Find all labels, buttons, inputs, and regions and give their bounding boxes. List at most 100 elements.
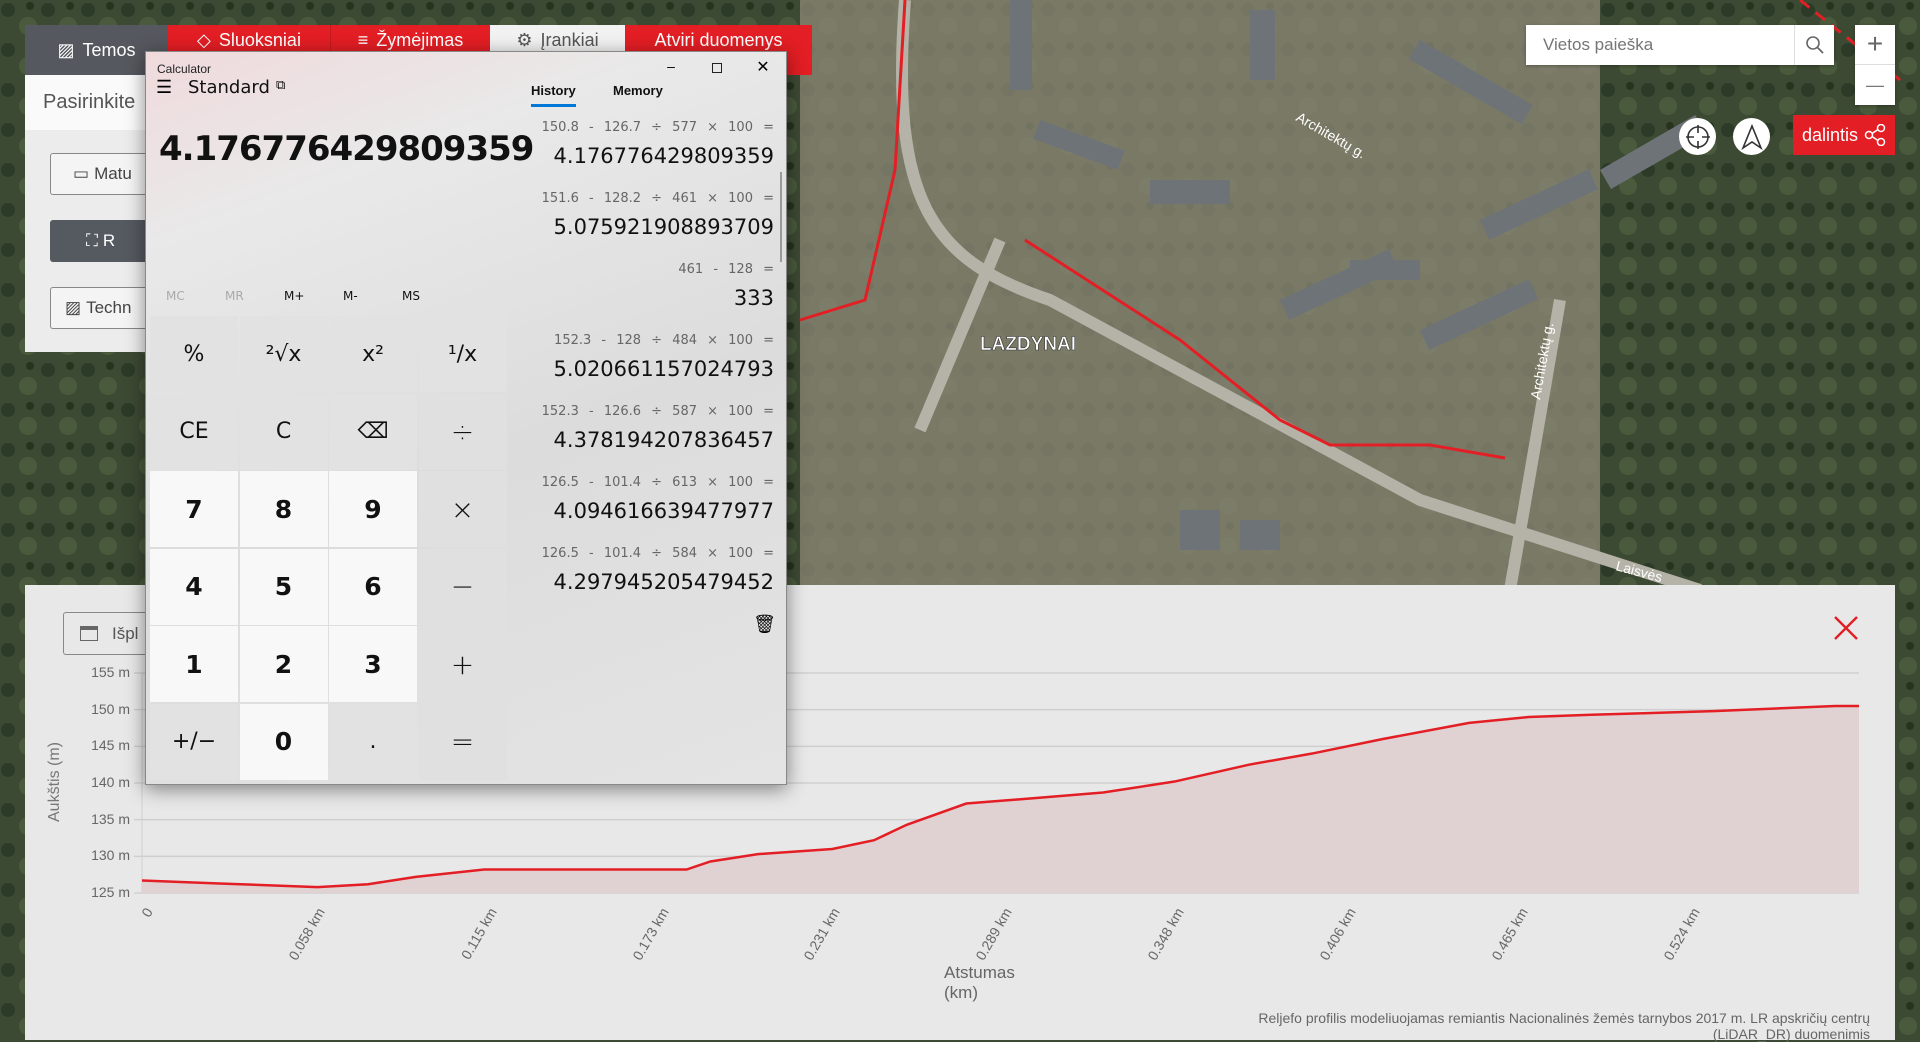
y-tick-label: 145 m	[91, 737, 130, 754]
tab-label: Žymėjimas	[376, 30, 464, 50]
keep-on-top-button[interactable]: ⧉	[276, 77, 285, 93]
clear-history-button[interactable]: 🗑	[753, 614, 776, 635]
technical-button[interactable]: ▨ Techn	[50, 287, 145, 329]
measure-button[interactable]: ▭ Matu	[50, 153, 145, 195]
boundary-line	[799, 0, 907, 322]
zoom-out-button[interactable]: —	[1866, 75, 1884, 95]
key-4-0[interactable]: 1	[150, 626, 238, 702]
zoom-control: + —	[1855, 25, 1895, 105]
tools-panel: Pasirinkite ▭ Matu ⛶ R ▨ Techn	[25, 75, 145, 352]
memory-button-mc[interactable]: MC	[166, 289, 185, 303]
expand-label: Išpl	[112, 623, 139, 643]
share-button[interactable]: dalintis	[1793, 115, 1895, 155]
keep-on-top-icon: ⧉	[276, 77, 286, 92]
y-tick-label: 150 m	[91, 700, 130, 717]
menu-button[interactable]: ☰	[156, 77, 172, 98]
key-3-1[interactable]: 5	[239, 548, 328, 625]
memory-button-mminus[interactable]: M-	[343, 289, 358, 303]
key-2-3[interactable]: ×	[418, 471, 507, 547]
crosshair-icon	[1685, 124, 1710, 149]
history-item[interactable]: 151.6 - 128.2 ÷ 461 × 100 = 5.07592190889…	[542, 191, 774, 239]
history-item[interactable]: 152.3 - 126.6 ÷ 587 × 100 = 4.37819420783…	[542, 404, 774, 452]
history-item[interactable]: 150.8 - 126.7 ÷ 577 × 100 = 4.17677642980…	[542, 120, 774, 168]
memory-button-mr[interactable]: MR	[225, 289, 244, 303]
history-expression: 126.5 - 101.4 ÷ 613 × 100 =	[541, 475, 774, 490]
key-1-0[interactable]: CE	[150, 393, 238, 470]
key-5-1[interactable]: 0	[239, 703, 328, 780]
zoom-in-button[interactable]: +	[1855, 25, 1895, 65]
search-input[interactable]	[1526, 25, 1794, 65]
key-2-1[interactable]: 8	[239, 471, 328, 547]
key-0-2[interactable]: x²	[329, 316, 417, 392]
history-scrollbar[interactable]	[780, 172, 782, 262]
key-4-3[interactable]: +	[418, 626, 507, 702]
history-item[interactable]: 126.5 - 101.4 ÷ 584 × 100 = 4.29794520547…	[542, 546, 774, 594]
key-1-2[interactable]: ⌫	[329, 393, 417, 470]
maximize-button[interactable]	[694, 52, 740, 84]
tab-history[interactable]: History	[531, 83, 576, 107]
search-button[interactable]	[1794, 25, 1834, 65]
main-nav: ▨ Temos ◇ Sluoksniai ≡ Žymėjimas ⚙ Įrankiai …	[25, 25, 812, 75]
expand-button[interactable]: Išpl	[63, 612, 145, 655]
history-expression: 461 - 128 =	[678, 262, 774, 277]
memory-button-ms[interactable]: MS	[402, 289, 420, 303]
key-3-0[interactable]: 4	[150, 548, 238, 625]
close-profile-button[interactable]	[1833, 615, 1859, 641]
y-tick-label: 135 m	[91, 810, 130, 827]
close-button[interactable]: ✕	[756, 59, 770, 76]
history-item[interactable]: 152.3 - 128 ÷ 484 × 100 = 5.0206611570247…	[554, 333, 774, 381]
hamburger-icon: ☰	[156, 77, 173, 97]
history-result: 4.378194207836457	[553, 428, 774, 452]
memory-button-mplus[interactable]: M+	[284, 289, 305, 303]
y-tick-label: 125 m	[91, 884, 130, 900]
button-label: R	[102, 231, 116, 250]
history-item[interactable]: 126.5 - 101.4 ÷ 613 × 100 = 4.09461663947…	[542, 475, 774, 523]
data-source-footnote: Reljefo profilis modeliuojamas remiantis…	[1258, 1010, 1870, 1042]
y-tick-label: 155 m	[91, 664, 130, 680]
key-2-0[interactable]: 7	[150, 471, 238, 547]
key-1-3[interactable]: ÷	[418, 393, 507, 470]
profile-chart-icon: ⛶	[86, 231, 98, 250]
key-4-2[interactable]: 3	[329, 626, 417, 702]
history-result: 4.297945205479452	[553, 570, 774, 594]
search-icon	[1805, 36, 1824, 54]
buildings	[1010, 0, 1707, 550]
locate-button[interactable]	[1679, 118, 1716, 155]
ruler-icon: ▭	[73, 164, 90, 183]
tab-label: Sluoksniai	[218, 30, 301, 50]
route-line	[1024, 238, 1506, 460]
location-search	[1526, 25, 1834, 65]
key-0-1[interactable]: ²√x	[239, 316, 328, 392]
history-result: 333	[733, 286, 774, 310]
profile-button[interactable]: ⛶ R	[50, 220, 145, 262]
tab-label: Temos	[82, 40, 136, 60]
maximize-icon	[712, 63, 722, 73]
navigation-arrow-icon	[1740, 123, 1763, 150]
key-5-2[interactable]: .	[329, 703, 417, 780]
share-icon	[1864, 124, 1886, 146]
minimize-button[interactable]: –	[667, 58, 675, 74]
history-expression: 152.3 - 128 ÷ 484 × 100 =	[554, 333, 774, 348]
calculator-display: 4.176776429809359	[159, 129, 534, 169]
key-1-1[interactable]: C	[239, 393, 328, 470]
tab-temos[interactable]: ▨ Temos	[25, 25, 168, 75]
urban-area	[800, 0, 1600, 590]
key-5-3[interactable]: =	[418, 703, 507, 780]
key-3-3[interactable]: −	[418, 548, 507, 625]
window-title: Calculator	[157, 62, 212, 76]
theme-icon: ▨	[65, 298, 82, 317]
key-3-2[interactable]: 6	[329, 548, 417, 625]
history-expression: 126.5 - 101.4 ÷ 584 × 100 =	[541, 546, 774, 561]
gear-icon: ⚙	[516, 30, 533, 50]
north-button[interactable]	[1733, 118, 1770, 155]
tab-memory[interactable]: Memory	[613, 83, 663, 98]
key-2-2[interactable]: 9	[329, 471, 417, 547]
key-5-0[interactable]: +/−	[150, 703, 238, 780]
marker-icon: ≡	[357, 30, 369, 50]
key-0-0[interactable]: %	[150, 316, 238, 392]
history-item[interactable]: 461 - 128 = 333	[678, 262, 774, 310]
key-0-3[interactable]: ¹/x	[418, 316, 507, 392]
key-4-1[interactable]: 2	[239, 626, 328, 702]
roads	[896, 0, 1702, 596]
history-result: 4.094616639477977	[553, 499, 774, 523]
